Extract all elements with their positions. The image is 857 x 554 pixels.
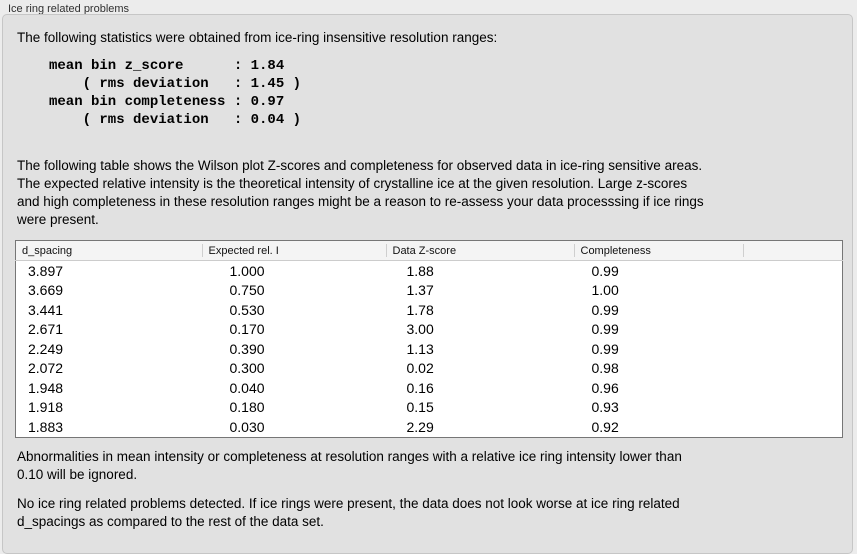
table-cell: 0.99 (591, 321, 619, 338)
table-row[interactable]: 2.249 0.390 1.13 0.99 (16, 339, 843, 359)
table-row[interactable]: 3.669 0.750 1.37 1.00 (16, 281, 843, 301)
table-cell: 2.072 (28, 360, 64, 377)
table-cell: 0.180 (229, 399, 265, 416)
table-row[interactable]: 3.897 1.000 1.88 0.99 (16, 261, 843, 281)
column-header-5[interactable] (743, 240, 843, 261)
table-body: 3.897 1.000 1.88 0.99 3.669 0.750 1.37 1.00 3.44… (16, 261, 843, 438)
table-cell (744, 339, 843, 359)
table-cell: 0.16 (406, 379, 434, 396)
table-cell: 0.390 (229, 340, 265, 357)
table-cell: 0.92 (591, 418, 619, 435)
table-row[interactable]: 1.883 0.030 2.29 0.92 (16, 417, 843, 437)
ice-ring-panel: The following statistics were obtained f… (2, 14, 853, 554)
stats-block: mean bin z_score : 1.84 ( rms deviation … (49, 58, 302, 128)
table-cell: 1.918 (28, 399, 64, 416)
table-cell: 1.948 (28, 379, 64, 396)
table-cell: 2.249 (28, 340, 64, 357)
table-cell (744, 378, 843, 398)
table-cell: 1.000 (229, 262, 265, 279)
table-cell: 0.99 (591, 262, 619, 279)
table-row[interactable]: 2.072 0.300 0.02 0.98 (16, 359, 843, 379)
table-cell: 0.96 (591, 379, 619, 396)
table-cell: 0.300 (229, 360, 265, 377)
table-description-text: The following table shows the Wilson plo… (17, 158, 704, 227)
table-cell (744, 359, 843, 379)
table-cell (744, 320, 843, 340)
column-header-data-z-score[interactable]: Data Z-score (386, 240, 575, 261)
table-cell: 1.78 (406, 301, 434, 318)
table-cell: 0.030 (229, 418, 265, 435)
panel-title: Ice ring related problems (8, 3, 130, 15)
table-cell (744, 300, 843, 320)
table-header-row: d_spacing Expected rel. I Data Z-score Comp… (15, 240, 843, 261)
table-cell: 3.441 (28, 301, 64, 318)
table-cell (744, 281, 843, 301)
table-cell: 0.15 (406, 399, 434, 416)
table-cell: 1.883 (28, 418, 64, 435)
table-cell: 1.00 (591, 282, 619, 299)
table-cell: 1.13 (406, 340, 434, 357)
column-header-expected-rel-i[interactable]: Expected rel. I (202, 240, 387, 261)
table-cell: 0.530 (229, 301, 265, 318)
table-cell: 0.170 (229, 321, 265, 338)
table-cell: 0.99 (591, 340, 619, 357)
table-cell: 0.040 (229, 379, 265, 396)
table-cell: 0.98 (591, 360, 619, 377)
table-row[interactable]: 1.948 0.040 0.16 0.96 (16, 378, 843, 398)
table-cell: 0.02 (406, 360, 434, 377)
table-cell: 3.897 (28, 262, 64, 279)
conclusion-text: No ice ring related problems detected. I… (17, 496, 680, 529)
table-cell: 1.37 (406, 282, 434, 299)
table-cell: 3.669 (28, 282, 64, 299)
table-row[interactable]: 3.441 0.530 1.78 0.99 (16, 300, 843, 320)
table-cell: 1.88 (406, 262, 434, 279)
table-row[interactable]: 2.671 0.170 3.00 0.99 (16, 320, 843, 340)
table-cell: 0.99 (591, 301, 619, 318)
table-cell: 2.671 (28, 321, 64, 338)
column-header-completeness[interactable]: Completeness (574, 240, 744, 261)
table-cell (744, 417, 843, 437)
ignore-note-text: Abnormalities in mean intensity or compl… (17, 449, 682, 482)
ice-ring-table: d_spacing Expected rel. I Data Z-score Comp… (15, 240, 843, 438)
table-cell: 2.29 (406, 418, 434, 435)
stats-intro-text: The following statistics were obtained f… (17, 30, 498, 45)
table-cell: 3.00 (406, 321, 434, 338)
table-cell: 0.750 (229, 282, 265, 299)
table-cell (744, 261, 843, 281)
table-cell: 0.93 (591, 399, 619, 416)
table-cell (744, 398, 843, 418)
column-header-d-spacing[interactable]: d_spacing (15, 240, 203, 261)
table-row[interactable]: 1.918 0.180 0.15 0.93 (16, 398, 843, 418)
